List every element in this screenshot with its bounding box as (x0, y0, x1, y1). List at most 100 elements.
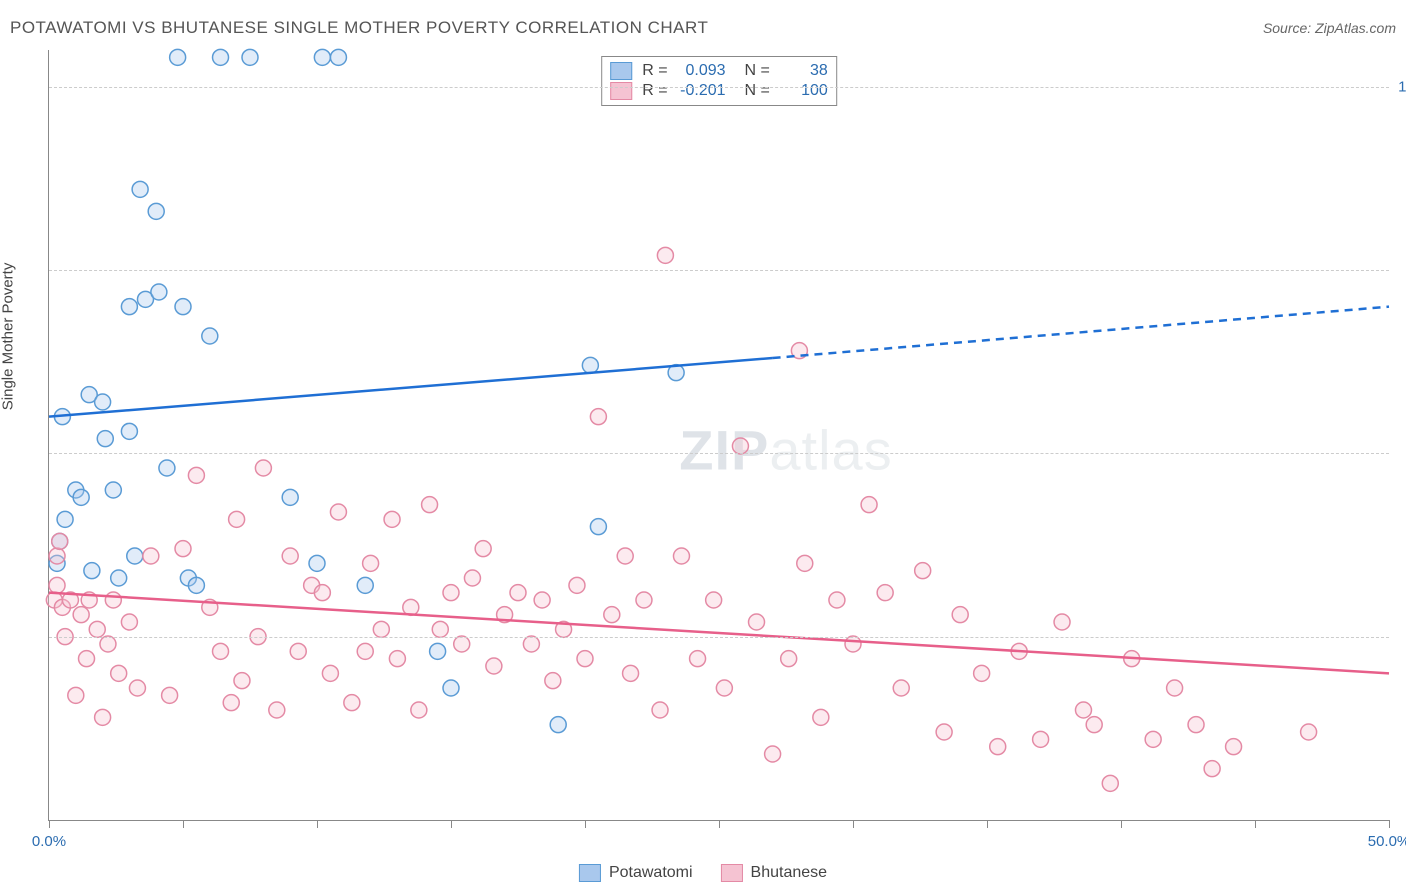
grid-line (49, 637, 1389, 638)
data-point (234, 673, 250, 689)
data-point (100, 636, 116, 652)
data-point (569, 577, 585, 593)
data-point (749, 614, 765, 630)
data-point (111, 570, 127, 586)
legend-label: Potawatomi (609, 864, 693, 882)
data-point (411, 702, 427, 718)
data-point (143, 548, 159, 564)
data-point (229, 511, 245, 527)
data-point (1054, 614, 1070, 630)
data-point (716, 680, 732, 696)
data-point (314, 49, 330, 65)
data-point (893, 680, 909, 696)
legend-swatch (610, 82, 632, 100)
data-point (357, 643, 373, 659)
data-point (797, 555, 813, 571)
data-point (188, 467, 204, 483)
data-point (422, 497, 438, 513)
x-tick (719, 820, 720, 828)
data-point (49, 577, 65, 593)
data-point (915, 563, 931, 579)
grid-line (49, 87, 1389, 88)
x-tick (987, 820, 988, 828)
n-label: N = (736, 62, 770, 80)
grid-line (49, 270, 1389, 271)
data-point (121, 299, 137, 315)
data-point (89, 621, 105, 637)
chart-header: POTAWATOMI VS BHUTANESE SINGLE MOTHER PO… (10, 18, 1396, 38)
trend-line (49, 358, 773, 417)
data-point (673, 548, 689, 564)
data-point (443, 585, 459, 601)
data-point (523, 636, 539, 652)
r-label: R = (642, 62, 667, 80)
data-point (1033, 731, 1049, 747)
data-point (330, 504, 346, 520)
data-point (1102, 775, 1118, 791)
data-point (57, 511, 73, 527)
data-point (73, 607, 89, 623)
data-point (127, 548, 143, 564)
n-label: N = (736, 82, 770, 100)
r-value: 0.093 (676, 62, 726, 80)
data-point (330, 49, 346, 65)
x-tick (1121, 820, 1122, 828)
data-point (582, 357, 598, 373)
data-point (604, 607, 620, 623)
data-point (68, 687, 84, 703)
data-point (652, 702, 668, 718)
chart-area: ZIPatlas R =0.093 N =38R =-0.201 N =100 … (48, 50, 1389, 821)
x-tick-label: 0.0% (32, 833, 66, 850)
data-point (545, 673, 561, 689)
x-tick (183, 820, 184, 828)
x-tick (1255, 820, 1256, 828)
data-point (617, 548, 633, 564)
y-axis-label: Single Mother Poverty (0, 263, 17, 411)
data-point (111, 665, 127, 681)
n-value: 100 (778, 82, 828, 100)
data-point (936, 724, 952, 740)
data-point (657, 247, 673, 263)
data-point (188, 577, 204, 593)
data-point (534, 592, 550, 608)
data-point (151, 284, 167, 300)
data-point (357, 577, 373, 593)
y-tick-label: 100.0% (1398, 78, 1406, 95)
data-point (1204, 761, 1220, 777)
data-point (314, 585, 330, 601)
x-tick (451, 820, 452, 828)
data-point (95, 394, 111, 410)
data-point (877, 585, 893, 601)
data-point (829, 592, 845, 608)
data-point (175, 541, 191, 557)
data-point (1145, 731, 1161, 747)
data-point (344, 695, 360, 711)
data-point (49, 548, 65, 564)
data-point (384, 511, 400, 527)
r-value: -0.201 (676, 82, 726, 100)
r-label: R = (642, 82, 667, 100)
data-point (861, 497, 877, 513)
data-point (577, 651, 593, 667)
data-point (269, 702, 285, 718)
series-legend: Potawatomi Bhutanese (579, 864, 827, 882)
x-tick (49, 820, 50, 828)
data-point (845, 636, 861, 652)
data-point (432, 621, 448, 637)
data-point (322, 665, 338, 681)
data-point (781, 651, 797, 667)
scatter-plot (49, 50, 1389, 820)
data-point (454, 636, 470, 652)
legend-label: Bhutanese (751, 864, 828, 882)
data-point (162, 687, 178, 703)
data-point (550, 717, 566, 733)
legend-row: R = -0.201 N = 100 (610, 81, 828, 101)
data-point (121, 423, 137, 439)
data-point (223, 695, 239, 711)
correlation-legend: R =0.093 N =38R =-0.201 N =100 (601, 56, 837, 106)
data-point (73, 489, 89, 505)
data-point (430, 643, 446, 659)
x-tick (1389, 820, 1390, 828)
grid-line (49, 453, 1389, 454)
data-point (389, 651, 405, 667)
